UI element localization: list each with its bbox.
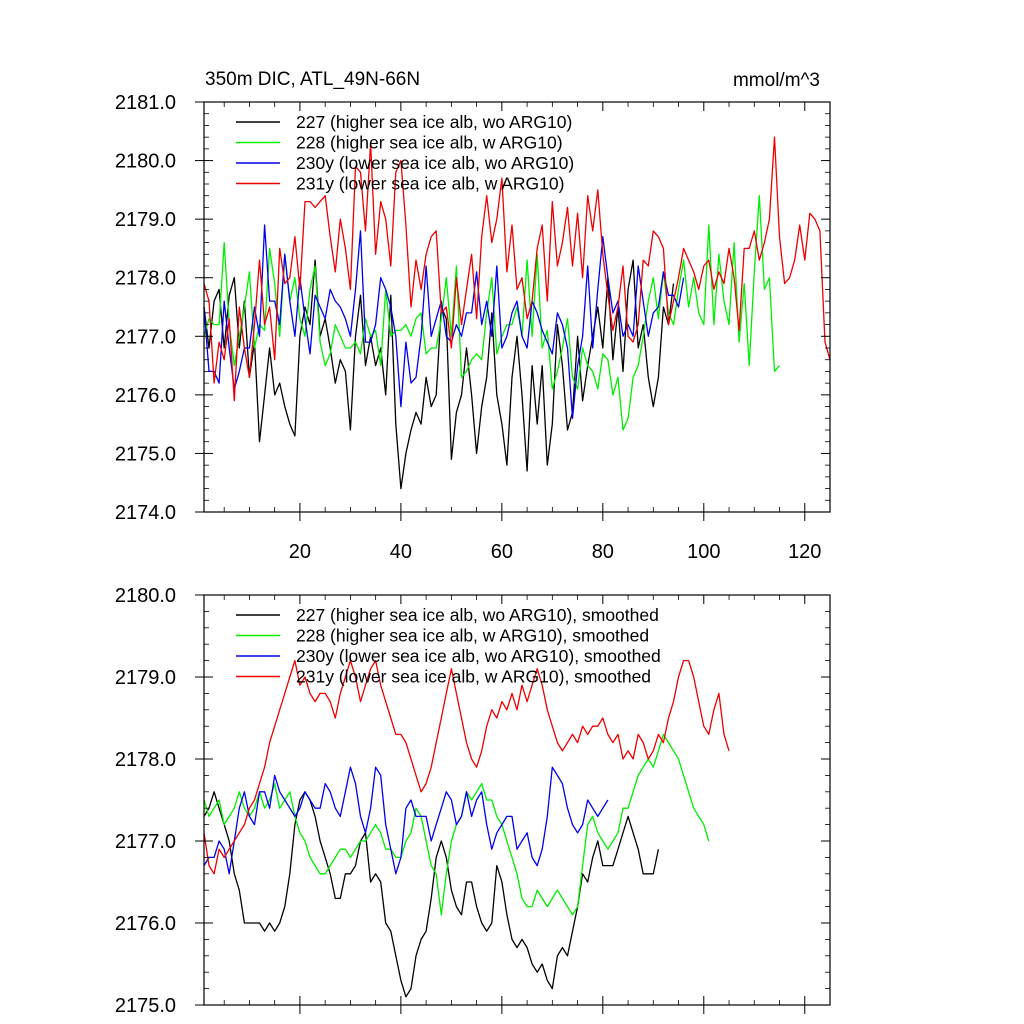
chart-title: 350m DIC, ATL_49N-66N	[205, 69, 420, 90]
top-plot-frame	[203, 101, 831, 513]
y-tick-label: 2177.0	[115, 326, 176, 348]
y-tick-label: 2178.0	[115, 749, 176, 771]
x-tick-label: 120	[788, 541, 821, 563]
legend-label: 231y (lower sea ice alb, w ARG10)	[296, 174, 564, 194]
y-tick-label: 2176.0	[115, 913, 176, 935]
y-tick-label: 2177.0	[115, 831, 176, 853]
y-tick-label: 2180.0	[115, 151, 176, 173]
legend-label: 230y (lower sea ice alb, wo ARG10)	[296, 153, 574, 173]
bottom-series-lines	[203, 659, 730, 998]
series-line-2	[203, 766, 609, 875]
units-label: mmol/m^3	[733, 70, 820, 91]
series-line-0	[203, 259, 675, 490]
y-tick-label: 2180.0	[115, 585, 176, 607]
y-tick-label: 2174.0	[115, 502, 176, 524]
y-tick-label: 2179.0	[115, 209, 176, 231]
x-tick-label: 80	[592, 541, 614, 563]
y-tick-label: 2175.0	[115, 443, 176, 465]
y-tick-label: 2176.0	[115, 385, 176, 407]
legend-label: 228 (higher sea ice alb, w ARG10)	[296, 133, 563, 153]
y-tick-label: 2181.0	[115, 92, 176, 114]
bottom-axes: 2175.0 2176.0 2177.0 2178.0 2179.0 2180.0	[115, 585, 830, 1017]
y-tick-label: 2175.0	[115, 995, 176, 1017]
x-tick-label: 20	[289, 541, 311, 563]
legend-label: 231y (lower sea ice alb, w ARG10), smoot…	[296, 667, 651, 687]
series-line-1	[203, 195, 780, 431]
top-legend: 227 (higher sea ice alb, wo ARG10)228 (h…	[236, 112, 574, 194]
bottom-legend: 227 (higher sea ice alb, wo ARG10), smoo…	[236, 605, 661, 687]
top-series-lines	[203, 136, 831, 490]
legend-label: 230y (lower sea ice alb, wo ARG10), smoo…	[296, 646, 661, 666]
legend-label: 228 (higher sea ice alb, w ARG10), smoot…	[296, 626, 649, 646]
y-tick-label: 2178.0	[115, 268, 176, 290]
series-line-3	[203, 136, 831, 402]
raw-panel: 350m DIC, ATL_49N-66N mmol/m^3 2174.0217…	[115, 69, 831, 563]
bottom-plot-frame	[203, 594, 831, 1006]
x-tick-label: 60	[491, 541, 513, 563]
series-line-3	[203, 659, 730, 875]
smoothed-panel: 2175.0 2176.0 2177.0 2178.0 2179.0 2180.0 227…	[115, 585, 831, 1017]
series-line-0	[203, 791, 660, 998]
series-line-2	[203, 224, 685, 419]
legend-label: 227 (higher sea ice alb, wo ARG10), smoo…	[296, 605, 659, 625]
top-axes: 2174.0 2175.0 2176.0 2177.0 2178.0 2179.0 2180…	[115, 92, 830, 563]
x-tick-label: 40	[390, 541, 412, 563]
y-tick-label: 2179.0	[115, 667, 176, 689]
x-tick-label: 100	[687, 541, 720, 563]
legend-label: 227 (higher sea ice alb, wo ARG10)	[296, 112, 572, 132]
